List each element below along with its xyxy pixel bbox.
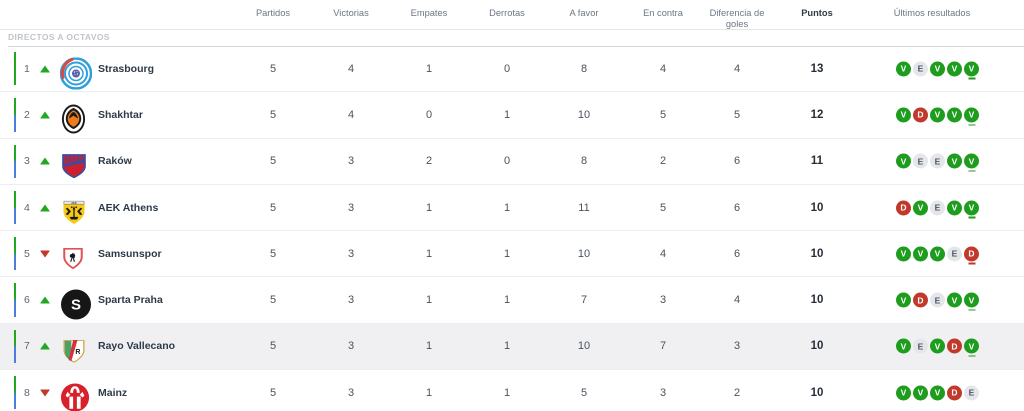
svg-text:AEK: AEK xyxy=(71,200,77,204)
svg-text:S: S xyxy=(71,297,81,314)
svg-text:R: R xyxy=(75,349,80,356)
